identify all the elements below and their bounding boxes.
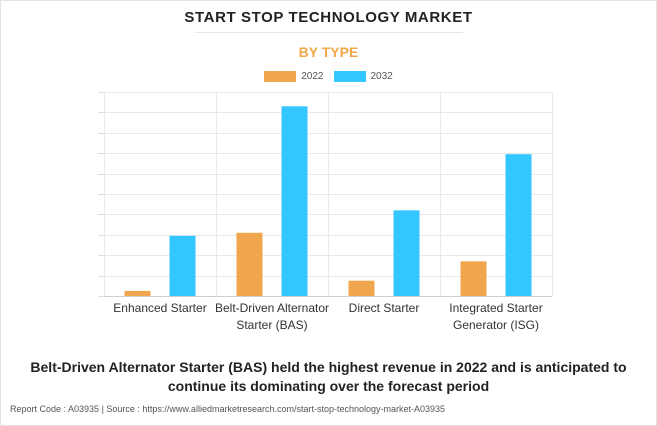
legend: 2022 2032 <box>0 71 657 82</box>
chart-title: START STOP TECHNOLOGY MARKET <box>184 9 473 26</box>
legend-label-2022: 2022 <box>301 71 324 82</box>
bar-2022-0 <box>124 290 151 296</box>
x-tick-label: Direct Starter <box>349 301 420 315</box>
x-tick-label: Starter (BAS) <box>236 318 307 332</box>
bar-2032-0 <box>169 235 196 296</box>
chart-headline: Belt-Driven Alternator Starter (BAS) hel… <box>30 359 627 394</box>
x-tick-label: Enhanced Starter <box>113 301 206 315</box>
legend-swatch-2022 <box>264 71 297 82</box>
bar-2022-2 <box>348 280 375 296</box>
chart-subtitle: BY TYPE <box>298 44 359 60</box>
x-tick-label: Belt-Driven Alternator <box>215 301 329 315</box>
legend-item-2032[interactable]: 2032 <box>333 71 393 82</box>
title-divider <box>195 32 463 33</box>
bar-2022-1 <box>236 232 263 296</box>
legend-label-2032: 2032 <box>370 71 393 82</box>
bar-2032-2 <box>393 210 420 296</box>
bar-2032-3 <box>505 154 532 296</box>
legend-item-2022[interactable]: 2022 <box>264 71 324 82</box>
report-footer: Report Code : A03935 | Source : https://… <box>10 404 446 414</box>
x-tick-label: Generator (ISG) <box>453 318 539 332</box>
x-tick-label: Integrated Starter <box>449 301 542 315</box>
bar-2032-1 <box>281 106 308 296</box>
legend-swatch-2032 <box>333 71 366 82</box>
bar-2022-3 <box>460 261 487 296</box>
